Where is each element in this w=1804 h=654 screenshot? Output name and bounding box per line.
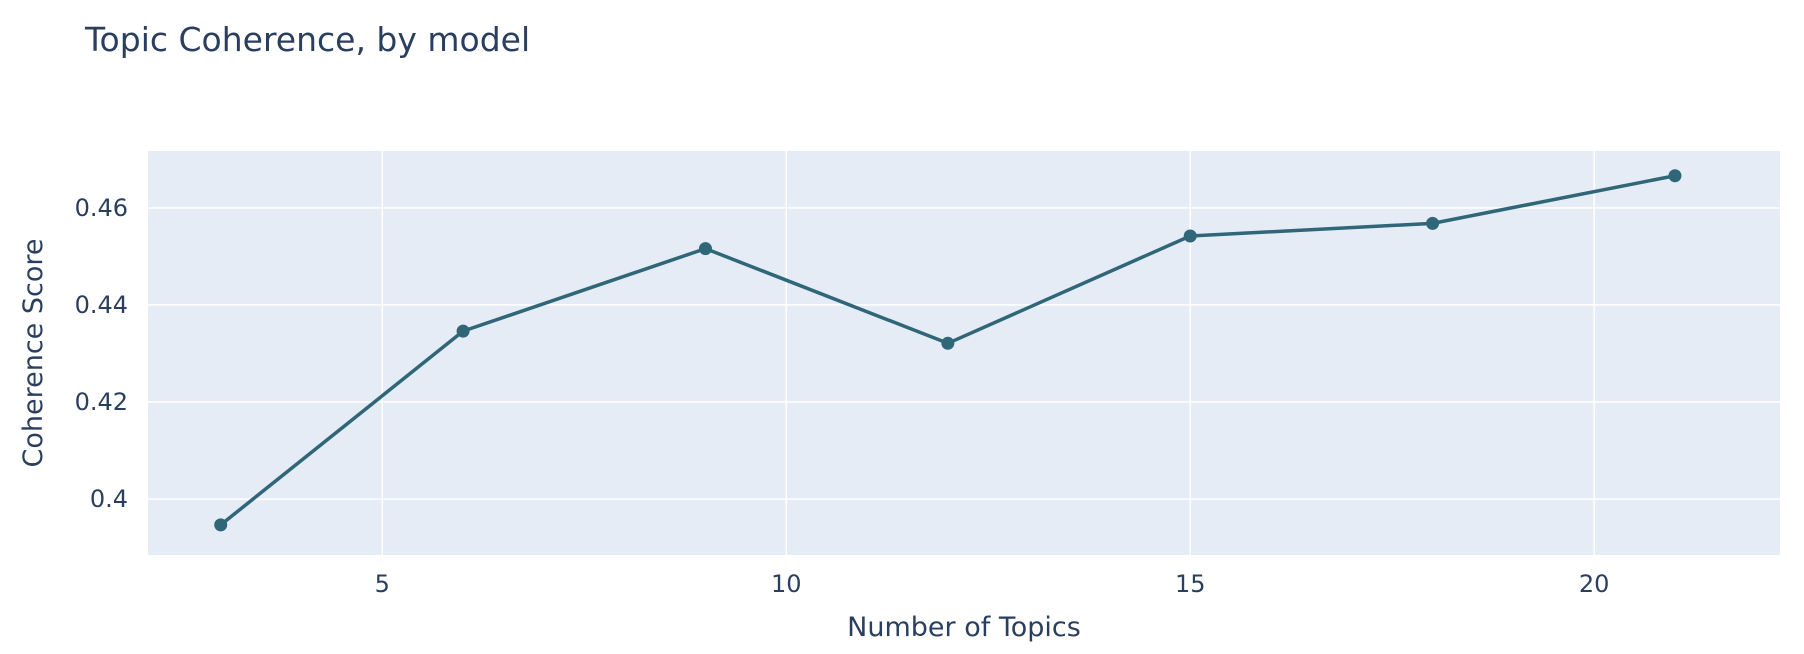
data-point (214, 518, 228, 532)
data-point (1426, 216, 1440, 230)
x-tick-label: 20 (1579, 570, 1610, 598)
data-point (1668, 169, 1682, 183)
y-tick-label: 0.44 (75, 291, 128, 319)
x-tick-label: 10 (771, 570, 802, 598)
data-point (1183, 229, 1197, 243)
data-point (698, 242, 712, 256)
x-tick-label: 5 (375, 570, 390, 598)
y-tick-label: 0.46 (75, 194, 128, 222)
data-point (941, 336, 955, 350)
x-axis-label: Number of Topics (847, 612, 1081, 643)
x-tick-label: 15 (1175, 570, 1206, 598)
x-tick-labels: 5 10 15 20 (375, 570, 1610, 598)
y-tick-label: 0.42 (75, 388, 128, 416)
series-layer (214, 169, 1682, 532)
data-point (456, 324, 470, 338)
y-tick-label: 0.4 (90, 485, 128, 513)
y-axis-label: Coherence Score (18, 239, 49, 468)
y-tick-labels: 0.4 0.42 0.44 0.46 (75, 194, 128, 513)
chart-title: Topic Coherence, by model (84, 20, 530, 59)
x-gridlines (381, 151, 1595, 555)
plot-area (148, 151, 1780, 555)
